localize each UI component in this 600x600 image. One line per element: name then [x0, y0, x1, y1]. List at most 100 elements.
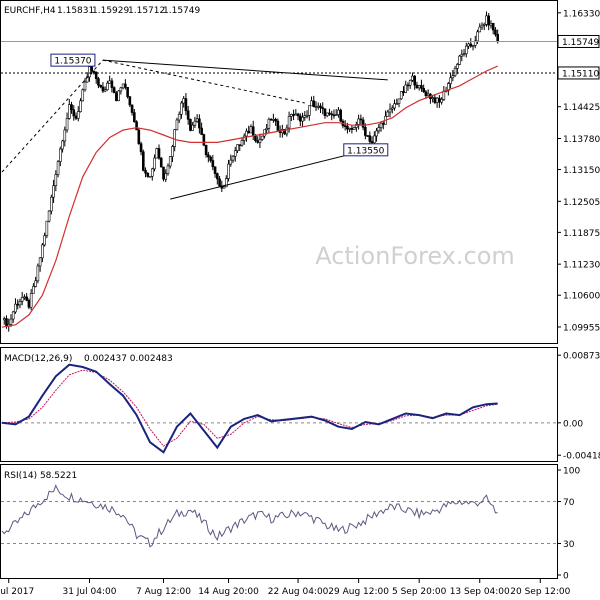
candle-body: [59, 148, 62, 162]
price-tick-label: 1.13150: [563, 166, 600, 176]
candle-body: [366, 135, 369, 137]
candle-body: [379, 122, 383, 128]
candle-body: [216, 173, 219, 180]
candle-body: [312, 100, 316, 108]
candle-body: [177, 114, 181, 121]
candle-body: [287, 116, 291, 129]
candle-body: [404, 84, 408, 93]
candle-body: [476, 31, 479, 42]
candle-body: [343, 125, 347, 127]
candle-body: [50, 196, 53, 212]
candle-body: [36, 265, 40, 282]
trendlines: 1.15370 1.13550: [1, 53, 389, 200]
candle-body: [489, 23, 493, 26]
price-series: [1, 11, 557, 332]
candle-body: [130, 104, 134, 113]
candle-body: [352, 127, 356, 130]
candle-body: [209, 156, 212, 161]
candle-body: [251, 126, 255, 137]
macd-line: [1, 363, 498, 454]
candle-body: [16, 303, 20, 306]
candle-body: [316, 105, 320, 108]
time-tick-label: 14 Aug 20:00: [198, 587, 259, 597]
ma-line: [1, 65, 498, 328]
candle-body: [272, 118, 275, 121]
candle-body: [456, 64, 459, 69]
macd-panel-frame: [0, 347, 558, 462]
candle-body: [182, 98, 185, 104]
time-tick-label: 20 Sep 12:00: [510, 587, 570, 597]
candle-body: [88, 66, 91, 78]
candle-body: [171, 146, 174, 157]
candle-body: [451, 75, 455, 79]
candle-body: [81, 89, 85, 102]
candle-body: [301, 117, 304, 122]
candle-body: [139, 143, 143, 153]
candle-body: [330, 113, 334, 116]
candle-body: [449, 77, 452, 84]
candle-body: [9, 318, 13, 325]
time-axis: 21 Jul 2017 31 Jul 04:00 7 Aug 12:00 14 Aug…: [0, 579, 571, 597]
candle-body: [328, 112, 331, 115]
candle-body: [213, 166, 217, 174]
candle-body: [319, 105, 322, 109]
candle-body: [83, 81, 87, 91]
candle-body: [375, 130, 378, 137]
candle-body: [94, 71, 98, 80]
rsi-title: RSI(14) 58.5221: [4, 471, 77, 481]
macd-title: MACD(12,26,9): [4, 354, 72, 364]
candle-body: [133, 112, 136, 122]
candle-body: [157, 148, 161, 159]
candle-body: [276, 120, 280, 131]
candle-body: [23, 296, 26, 299]
candle-body: [18, 300, 22, 306]
candle-body: [245, 130, 248, 137]
candle-body: [420, 85, 423, 89]
price-tick-label: 1.10600: [563, 292, 600, 302]
price-annotation-box: [50, 53, 96, 67]
candle-body: [137, 129, 141, 144]
candle-body: [399, 91, 403, 100]
candle-body: [494, 29, 497, 35]
candle-body: [296, 113, 300, 117]
candle-body: [469, 43, 473, 47]
candle-body: [41, 244, 44, 259]
candle-body: [126, 87, 129, 97]
candle-body: [440, 99, 443, 103]
candle-body: [146, 172, 150, 177]
candle-body: [211, 160, 215, 168]
candle-body: [175, 119, 179, 130]
macd-tick-label: -0.004184: [563, 452, 600, 462]
candle-body: [168, 156, 172, 167]
candle-body: [249, 126, 253, 134]
candle-body: [370, 141, 374, 144]
candle-body: [224, 178, 228, 188]
candle-body: [305, 115, 309, 117]
candle-body: [2, 318, 6, 321]
candle-body: [198, 118, 201, 129]
candle-body: [267, 119, 271, 129]
candle-body: [337, 109, 340, 115]
candle-body: [453, 68, 457, 77]
candle-body: [56, 161, 60, 175]
price-tick-label: 1.11875: [563, 229, 600, 239]
time-tick-label: 29 Aug 12:00: [328, 587, 389, 597]
candle-body: [99, 84, 102, 88]
candle-body: [90, 66, 94, 72]
candle-body: [72, 109, 76, 117]
price-panel-frame: [0, 0, 558, 344]
candle-body: [52, 185, 55, 198]
candle-body: [142, 151, 145, 171]
time-tick-label: 31 Jul 04:00: [62, 587, 116, 597]
candle-body: [350, 127, 354, 130]
moving-average: [1, 65, 498, 328]
candle-body: [294, 113, 298, 116]
candle-body: [482, 24, 486, 26]
level-price-box: [557, 66, 600, 80]
candle-body: [292, 114, 295, 116]
macd-panel: 0.008732 0.00 -0.004184 MACD(12,26,9) 0.0024…: [1, 352, 600, 462]
candle-body: [464, 45, 468, 54]
candle-body: [67, 104, 71, 119]
candle-body: [38, 257, 42, 267]
watermark-text: ActionForex.com: [315, 242, 515, 270]
